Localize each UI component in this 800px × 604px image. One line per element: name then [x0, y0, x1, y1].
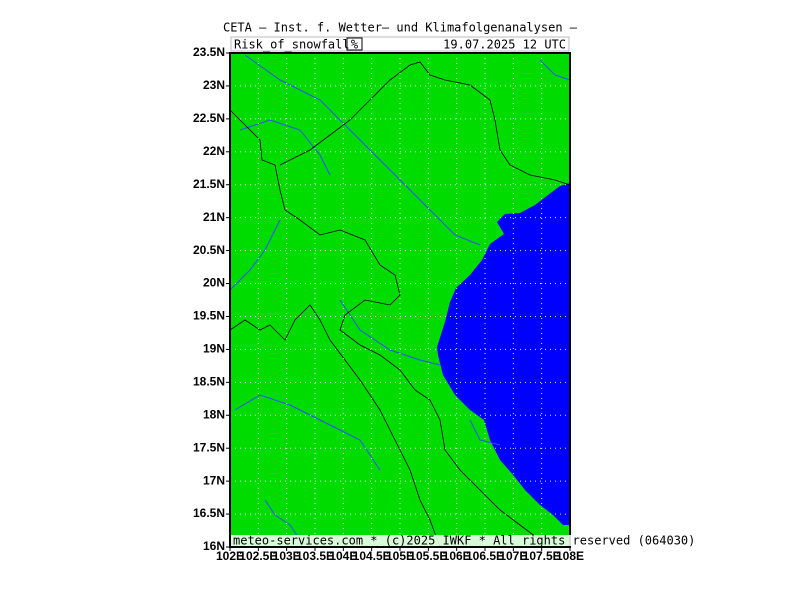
title: CETA — Inst. f. Wetter— und Klimafolgena… — [223, 21, 578, 35]
lat-label: 20.5N — [193, 243, 225, 257]
lat-label: 22.5N — [193, 111, 225, 125]
datetime: 19.07.2025 12 UTC — [443, 38, 566, 52]
unit-box — [346, 37, 363, 51]
footer: meteo-services.com * (c)2025 IWKF * All … — [233, 534, 695, 548]
lat-label: 23.5N — [193, 45, 225, 59]
lat-label: 16.5N — [193, 506, 225, 520]
lon-label: 106E — [443, 549, 471, 563]
lon-label: 104.5E — [353, 549, 391, 563]
lon-label: 106.5E — [466, 549, 504, 563]
lat-label: 22N — [203, 144, 225, 158]
lat-label: 16N — [203, 539, 225, 553]
lon-label: 102.5E — [239, 549, 277, 563]
lon-label: 102E — [216, 549, 244, 563]
lat-label: 21N — [203, 210, 225, 224]
lat-label: 18N — [203, 407, 225, 421]
sea — [437, 183, 570, 525]
lon-label: 103.5E — [296, 549, 334, 563]
lon-label: 107E — [499, 549, 527, 563]
variable: Risk_of_snowfall — [234, 38, 350, 52]
lon-label: 107.5E — [523, 549, 561, 563]
footer-box — [231, 535, 591, 546]
lat-label: 19.5N — [193, 309, 225, 323]
lat-label: 17.5N — [193, 440, 225, 454]
borders — [229, 61, 571, 548]
lon-label: 105.5E — [409, 549, 447, 563]
lat-label: 20N — [203, 276, 225, 290]
lat-label: 21.5N — [193, 177, 225, 191]
unit: % — [351, 38, 359, 52]
rivers — [229, 54, 571, 541]
header-box — [230, 36, 570, 52]
lon-label: 103E — [273, 549, 301, 563]
lat-label: 17N — [203, 473, 225, 487]
lon-label: 105E — [386, 549, 414, 563]
lon-label: 108E — [556, 549, 584, 563]
lat-label: 23N — [203, 78, 225, 92]
lat-label: 18.5N — [193, 375, 225, 389]
lon-label: 104E — [329, 549, 357, 563]
lat-label: 19N — [203, 342, 225, 356]
